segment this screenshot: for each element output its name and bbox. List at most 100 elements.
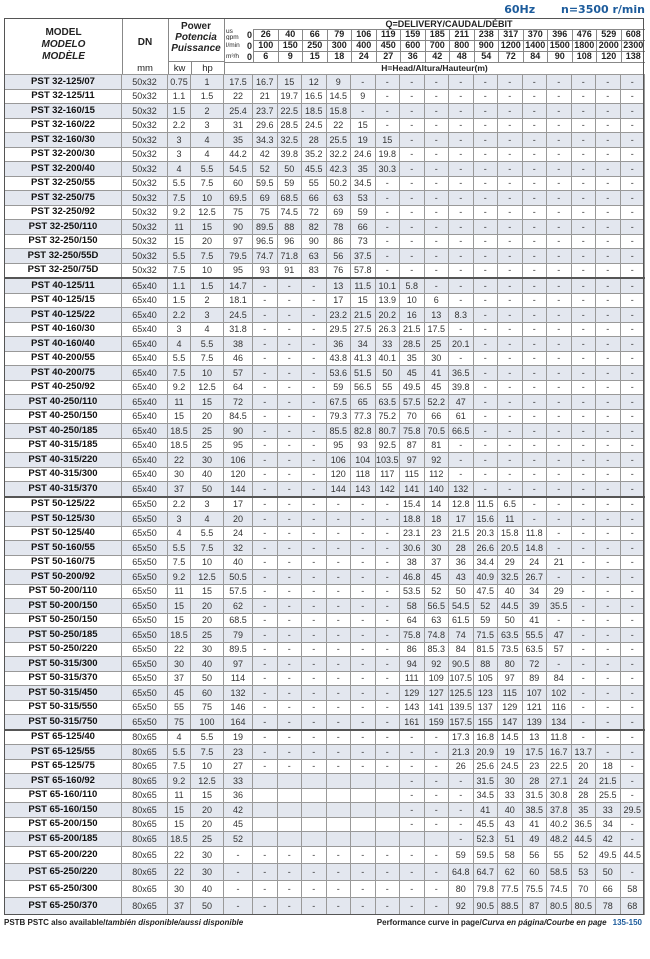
hp-cell: 2 [190,292,224,308]
head-cell: - [423,896,449,915]
head-cell: - [595,248,621,264]
head-cell: - [350,525,376,541]
head-cell: 34 [521,583,547,599]
head-cell: - [325,612,351,628]
head-cell: - [595,219,621,235]
head-cell: - [619,495,645,512]
head-cell: 92 [423,656,449,672]
model-cell: PST 65-160/150 [4,802,122,818]
speed-label: n=3500 r/min [561,3,645,16]
head-cell: 34.3 [252,132,278,148]
hp-cell: 30 [190,845,224,864]
head-cell: 12 [301,74,327,90]
model-cell: PST 32-250/92 [4,204,122,220]
head-cell: 17 [325,292,351,308]
flow-m3h-header: 48 [449,51,474,62]
head-cell: - [276,728,302,745]
head-cell: - [595,569,621,585]
head-cell: - [252,277,278,294]
head-cell: - [595,408,621,424]
flow-m3h-header: 15 [302,51,327,62]
hp-cell: 20 [190,408,224,424]
head-cell: - [619,394,645,410]
hp-cell: 50 [190,670,224,686]
kw-cell: 7.5 [167,190,191,206]
head-cell: 42 [252,146,278,162]
head-cell: 20.9 [472,744,498,760]
q-title: Q=DELIVERY/CAUDAL/DÉBIT [385,19,513,29]
head-cell: 56.5 [423,598,449,614]
head-cell: - [570,190,596,206]
head-cell: - [472,437,498,453]
head-cell: - [399,175,425,191]
head-cell: 15 [350,292,376,308]
kw-cell: 1.5 [167,103,191,119]
head-cell: - [276,452,302,468]
flow-lpm-header: 150 [277,40,303,51]
head-cell: - [619,336,645,352]
curve-page-link[interactable]: 135-150 [612,918,642,927]
head-cell: - [350,612,376,628]
head-cell: - [423,146,449,162]
head-cell: - [301,466,327,482]
head-cell: 47 [448,394,474,410]
head-cell: - [252,862,278,881]
head-cell: - [619,307,645,323]
table-row: PST 40-315/220 65x40 22 30 106- - -106 104 103.5… [4,452,645,468]
kw-cell: 11 [167,219,191,235]
dn-cell: 50x32 [121,233,168,249]
head-cell: - [350,670,376,686]
head-cell: - [595,146,621,162]
head-cell: - [448,74,474,90]
dn-cell: 65x50 [121,495,168,512]
head-cell: 44.5 [619,845,645,864]
head-cell: 139.5 [448,699,474,715]
head-cell: - [350,583,376,599]
head-cell: - [472,161,498,177]
head-cell: - [325,569,351,585]
kw-cell: 30 [167,466,191,482]
dn-cell: 65x50 [121,699,168,715]
head-cell: - [448,277,474,294]
head-cell: - [374,495,400,512]
head-cell: 74 [448,627,474,643]
flow-lpm-header: 1200 [498,40,523,51]
head-cell: - [570,262,596,279]
head-cell: - [276,336,302,352]
head-cell: 5.8 [399,277,425,294]
head-cell: - [399,132,425,148]
head-cell: - [619,452,645,468]
head-cell: - [276,641,302,657]
head-cell: - [497,117,523,133]
head-cell: - [619,437,645,453]
head-cell: - [595,262,621,279]
model-cell: PST 40-250/150 [4,408,122,424]
unit-zero: 0 [246,29,252,40]
availability-es-fr: también disponible/aussi disponible [105,918,244,927]
kw-cell: 5.5 [167,540,191,556]
head-cell: - [350,685,376,701]
head-cell: - [546,132,572,148]
head-cell: - [325,862,351,881]
kw-cell: 22 [167,845,191,864]
head-cell: - [595,233,621,249]
head-cell: 76 [325,262,351,279]
kw-cell: 1.5 [167,292,191,308]
head-cell: 9 [325,74,351,90]
head-cell: 26.3 [374,321,400,337]
head-cell: 90 [223,423,253,439]
table-row: PST 32-160/22 50x32 2.2 3 31 29.6 28.5 24.5 22 15… [4,117,645,133]
flow-m3h-header: 36 [400,51,425,62]
head-cell: - [546,437,572,453]
head-cell: 129 [399,685,425,701]
head-cell: 31.5 [521,787,547,803]
flow-lpm-header: 2300 [620,40,646,51]
head-cell: 32.2 [325,146,351,162]
head-cell: - [546,248,572,264]
head-cell: 144 [223,481,253,497]
head-cell: 29.6 [252,117,278,133]
flow-m3h-header: 72 [498,51,523,62]
head-cell: - [276,879,302,898]
head-cell: - [374,896,400,915]
head-cell: 50 [497,612,523,628]
